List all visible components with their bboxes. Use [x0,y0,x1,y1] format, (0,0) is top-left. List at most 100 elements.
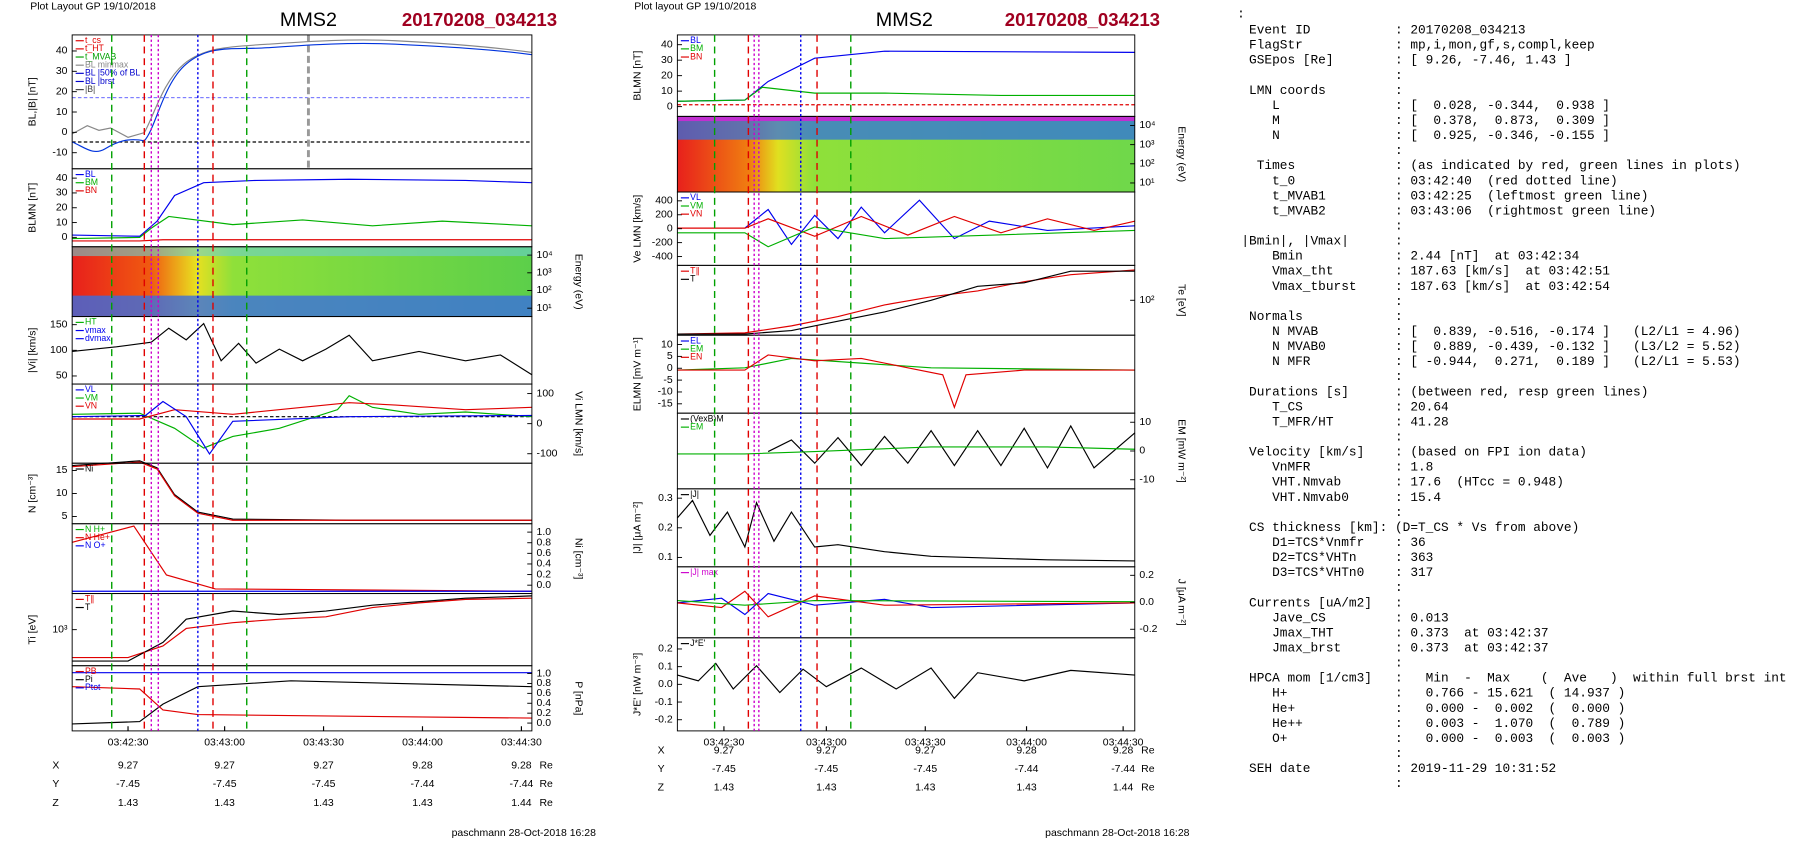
y-tick-label: 10 [56,488,68,499]
y-tick-label: 0.6 [537,688,552,699]
y-tick-label: 400 [655,196,673,207]
trace [677,86,1135,102]
y-tick-label: 10² [1139,295,1155,306]
trace [72,461,532,521]
y-tick-label: 0.4 [537,559,552,570]
trace [677,446,1135,455]
panel-frame [676,412,1136,490]
summary-line: N MVAB : [ 0.839, -0.516, -0.174 ] (L2/L… [1234,324,1741,339]
summary-line: VHT.Nmvab : 17.6 (HTcc = 0.948) [1234,475,1564,490]
summary-line: : [1234,656,1403,671]
axis-label: J*E' [nW m⁻³] [633,653,644,716]
axis-label: J [μA m⁻²] [1176,579,1187,626]
trace [72,597,532,659]
summary-line: D1=TCS*Vnmfr : 36 [1234,535,1426,550]
x-tick-label: 03:44:30 [1103,737,1144,748]
y-tick-label: 40 [56,46,68,57]
trace [72,460,532,521]
y-tick-label: 0.4 [537,698,552,709]
legend-label: dvmax [85,333,111,343]
legend-label: BL |50% of BL [85,68,140,78]
axis-label: EM [mW m⁻²] [1176,419,1187,483]
summary-line: LMN coords : [1234,83,1403,98]
legend-label: BM [85,177,98,187]
summary-line: : [1234,68,1403,83]
ephem-coord: Y [658,764,665,775]
y-tick-label: 0.2 [658,523,673,534]
y-tick-label: 20 [56,86,68,97]
axis-label: Energy (eV) [1176,126,1187,182]
ephem-value: -7.45 [814,764,838,775]
ephem-value: 1.43 [412,798,433,809]
legend-label: VL [690,192,701,202]
y-tick-label: 15 [56,465,68,476]
y-tick-label: 0.0 [537,580,552,591]
summary-line: D3=TCS*VHTn0 : 317 [1234,565,1434,580]
trace [677,269,1135,335]
summary-line: N MFR : [ -0.944, 0.271, 0.189 ] (L2/L1 … [1234,354,1741,369]
y-tick-label: -400 [652,251,673,262]
legend-label: N He+ [85,532,110,542]
y-tick-label: 30 [56,66,68,77]
y-tick-label: 0.2 [1139,570,1154,581]
legend-label: |J| max [690,567,718,577]
y-tick-label: 0.0 [1139,597,1154,608]
summary-line: N MVAB0 : [ 0.889, -0.439, -0.132 ] (L3/… [1234,339,1741,354]
y-tick-label: 0 [62,127,68,138]
trace [72,178,532,237]
y-tick-label: 100 [50,345,68,356]
summary-line: : [1234,143,1403,158]
legend-label: HT [85,317,97,327]
axis-label: ELMN [mV m⁻¹] [633,337,644,411]
y-tick-label: -10 [52,147,67,158]
trace [677,592,1135,616]
legend-label: BM [690,43,703,53]
y-tick-label: 10⁴ [1139,120,1155,131]
summary-line: D2=TCS*VHTn : 363 [1234,550,1434,565]
ephem-value: -7.44 [509,779,533,790]
axis-label: BLMN [nT] [633,51,644,101]
y-tick-label: -0.2 [655,714,673,725]
summary-line: Event ID : 20170208_034213 [1234,23,1526,38]
ephem-value: 9.27 [714,745,735,756]
ephem-unit: Re [539,779,553,790]
panel-frame [71,383,533,464]
summary-line: Currents [uA/m2] : [1234,595,1403,610]
y-tick-label: 0 [667,223,673,234]
x-tick-label: 03:42:30 [704,737,745,748]
trace [72,686,532,719]
y-tick-label: 40 [56,173,68,184]
axis-label: |Vi| [km/s] [27,328,38,373]
y-tick-label: 0.3 [658,493,673,504]
axis-label: BL,|B| [nT] [27,77,38,126]
y-tick-label: 0.0 [537,718,552,729]
ephem-unit: Re [1141,783,1155,794]
legend-label: VM [690,200,703,210]
panel-frame [71,593,533,667]
y-tick-label: -10 [1139,475,1154,486]
y-tick-label: 1.0 [537,527,552,538]
ephem-value: -7.45 [116,779,140,790]
x-tick-label: 03:43:30 [303,737,344,748]
y-tick-label: 200 [655,210,673,221]
y-tick-label: 5 [667,351,673,362]
summary-line: He++ : 0.003 - 1.070 ( 0.789 ) [1234,716,1626,731]
trace [72,525,532,592]
legend-label: VN [85,400,97,410]
x-tick-label: 03:43:30 [905,737,946,748]
legend-label: BL [85,169,96,179]
legend-label: VM [85,392,98,402]
ephem-value: 1.43 [816,783,837,794]
x-tick-label: 03:42:30 [108,737,149,748]
x-tick-label: 03:43:00 [204,737,245,748]
legend-label: Ni [85,463,93,473]
panel-frame [71,523,533,595]
y-tick-label: 40 [661,39,673,50]
summary-line: FlagStr : mp,i,mon,gf,s,compl,keep [1234,38,1595,53]
legend-label: Ptot [85,682,101,692]
legend-label: BL minmax [85,59,129,69]
legend-label: VL [85,384,96,394]
axis-label: Ti [eV] [27,615,38,645]
summary-line: : [1237,6,1245,21]
summary-line: : [1234,219,1403,234]
